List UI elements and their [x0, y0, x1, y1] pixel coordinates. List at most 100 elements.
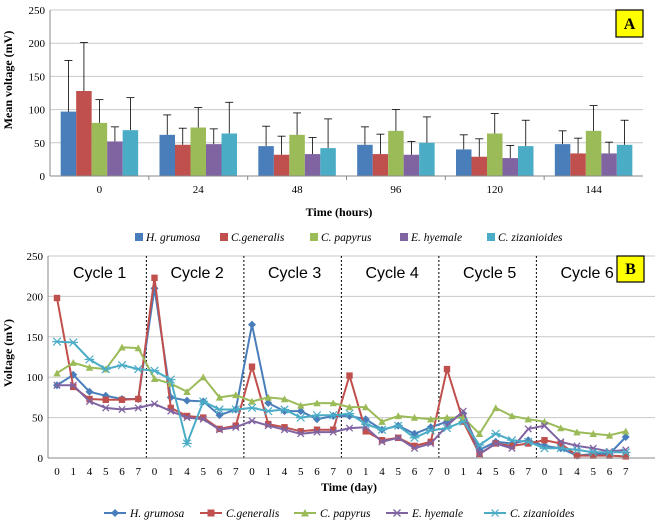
b-point-asterisk — [214, 405, 225, 414]
a-bar — [258, 146, 274, 176]
a-y-tick-label: 100 — [29, 105, 46, 117]
b-point-square — [590, 452, 597, 459]
b-point-square — [606, 452, 613, 459]
a-y-tick-label: 200 — [29, 38, 46, 50]
b-point-cross — [215, 426, 224, 434]
b-point-asterisk — [604, 448, 615, 457]
b-x-tick-label: 6 — [314, 466, 320, 478]
b-point-cross — [134, 404, 142, 412]
a-x-tick-label: 96 — [390, 184, 402, 196]
b-x-tick-label: 7 — [136, 466, 142, 478]
a-bar — [91, 122, 108, 176]
a-legend: H. grumosa C.generalis C. papyrus E. hyemal… — [135, 232, 563, 244]
b-x-tick-label: 6 — [412, 466, 418, 478]
b-y-axis-label: Voltage (mV) — [1, 319, 15, 387]
a-y-tick-label: 250 — [29, 5, 46, 17]
b-x-tick-label: 5 — [493, 466, 499, 478]
b-cycle-label: Cycle 1 — [73, 265, 126, 282]
b-legend-label: C. papyrus — [320, 508, 371, 520]
b-point-cross — [102, 404, 110, 412]
a-y-tick-label: 0 — [40, 171, 46, 183]
a-legend-swatch — [487, 233, 495, 241]
b-point-asterisk — [182, 439, 192, 448]
b-point-triangle — [605, 431, 614, 439]
a-bar — [159, 134, 175, 176]
b-point-asterisk — [279, 405, 290, 414]
b-point-cross — [475, 450, 484, 458]
b-axes — [47, 256, 655, 459]
b-point-asterisk — [117, 360, 127, 370]
b-point-cross-stroke — [313, 428, 321, 436]
b-point-triangle — [248, 397, 256, 405]
b-point-square — [102, 396, 109, 404]
b-legend-label: C. zizanioides — [510, 508, 575, 520]
b-point-square — [541, 437, 548, 444]
b-point-triangle — [394, 412, 402, 420]
b-point-cross-stroke — [410, 444, 419, 452]
b-legend-marker — [207, 509, 215, 517]
b-legend-label: E. hyemale — [411, 508, 463, 520]
a-legend-label: H. grumosa — [145, 232, 201, 244]
b-x-tick-label: 4 — [379, 466, 385, 478]
b-point-square — [362, 428, 369, 435]
b-panel-badge — [616, 255, 645, 283]
b-point-triangle — [524, 415, 532, 423]
a-bar — [502, 158, 518, 176]
b-x-tick-label: 0 — [347, 466, 353, 478]
b-point-diamond — [248, 320, 256, 329]
b-x-tick-label: 0 — [249, 466, 255, 478]
a-bar — [357, 144, 373, 176]
b-x-tick-label: 7 — [526, 466, 532, 478]
b-point-cross-stroke — [150, 400, 159, 408]
b-point-triangle — [215, 393, 224, 401]
b-point-asterisk — [84, 355, 95, 364]
a-bar — [419, 142, 435, 176]
b-x-tick-label: 6 — [509, 466, 515, 478]
b-x-tick-label: 6 — [217, 466, 223, 478]
a-bar — [487, 133, 503, 176]
a-x-tick-label: 144 — [585, 184, 602, 196]
b-legend-label: C.generalis — [226, 508, 280, 520]
b-point-cross — [248, 417, 256, 425]
b-point-asterisk — [393, 421, 404, 430]
b-point-triangle — [85, 363, 94, 371]
a-bar — [320, 148, 336, 176]
b-point-asterisk — [100, 364, 111, 374]
b-point-triangle — [53, 369, 61, 377]
a-x-tick-label: 120 — [487, 184, 504, 196]
a-legend-swatch — [135, 233, 143, 241]
b-point-square — [573, 452, 581, 459]
b-point-cross — [85, 397, 94, 406]
b-point-cross — [297, 430, 305, 438]
a-bar — [206, 144, 222, 176]
b-series-line — [57, 384, 626, 456]
b-point-asterisk — [344, 409, 355, 418]
b-point-cross — [492, 439, 500, 448]
b-point-cross — [524, 425, 532, 433]
b-y-ticks: 0 50 100 150 200 250 — [27, 251, 44, 465]
b-x-tick-label: 5 — [396, 466, 402, 478]
b-point-triangle — [134, 344, 142, 352]
b-x-tick-label: 1 — [71, 466, 77, 478]
b-y-tick-label: 50 — [32, 413, 44, 425]
b-point-cross-stroke — [248, 417, 256, 425]
b-x-tick-label: 0 — [444, 466, 450, 478]
a-x-tick-label: 48 — [292, 184, 304, 196]
b-point-square — [525, 440, 532, 447]
b-x-tick-label: 6 — [607, 466, 613, 478]
b-cycle-label: Cycle 6 — [560, 265, 613, 282]
b-point-cross — [394, 434, 402, 442]
b-y-tick-label: 250 — [27, 251, 44, 263]
a-bar — [601, 153, 617, 176]
b-point-cross-stroke — [492, 439, 500, 448]
b-point-asterisk — [68, 338, 79, 347]
b-point-square — [265, 420, 272, 428]
b-point-cross — [508, 444, 516, 452]
a-legend-swatch — [310, 233, 318, 241]
b-point-square — [118, 396, 126, 404]
b-point-asterisk — [588, 448, 599, 457]
b-point-cross-stroke — [557, 438, 565, 446]
b-point-square — [232, 422, 239, 429]
b-point-triangle — [183, 388, 191, 395]
b-y-tick-label: 150 — [27, 332, 44, 344]
